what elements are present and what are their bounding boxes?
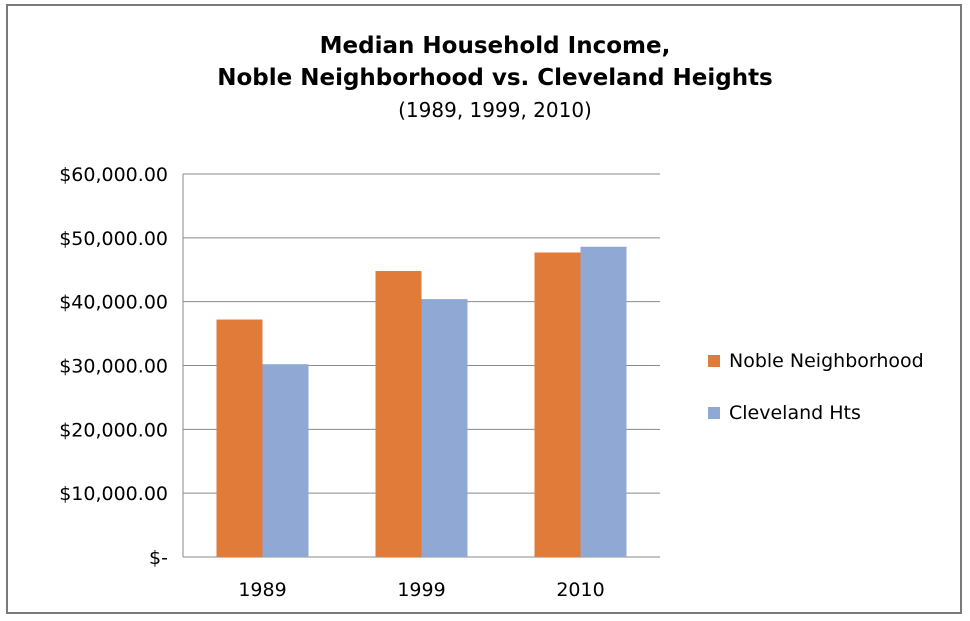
x-tick-label: 2010 [556,579,604,601]
bar-noble-2010 [534,252,581,557]
y-tick-label: $50,000.00 [59,228,168,250]
x-tick-label: 1999 [397,579,445,601]
legend-swatch-cleveland [708,407,720,419]
bar-noble-1989 [216,319,263,557]
legend-swatch-noble [708,355,720,367]
legend: Noble Neighborhood Cleveland Hts [708,345,924,449]
chart-title-block: Median Household Income, Noble Neighborh… [0,30,970,124]
y-tick-label: $- [149,547,168,569]
bar-cleveland-1989 [262,364,309,557]
x-tick-label: 1989 [238,579,286,601]
y-axis-ticks: $- $10,000.00 $20,000.00 $30,000.00 $40,000.… [59,164,168,569]
chart-subtitle: (1989, 1999, 2010) [398,98,592,122]
legend-label-cleveland: Cleveland Hts [729,402,861,424]
bars [216,246,627,557]
legend-label-noble: Noble Neighborhood [729,350,924,372]
x-axis-ticks: 1989 1999 2010 [238,579,604,601]
y-tick-label: $40,000.00 [59,292,168,314]
bar-noble-1999 [375,271,422,557]
chart-title-line-2: Noble Neighborhood vs. Cleveland Heights [217,65,773,91]
chart-frame [6,4,962,614]
bar-cleveland-1999 [421,299,468,557]
legend-item-noble: Noble Neighborhood [708,345,924,377]
chart-title-line-1: Median Household Income, [319,33,671,59]
legend-item-cleveland: Cleveland Hts [708,397,924,429]
bar-cleveland-2010 [580,246,627,557]
y-tick-label: $30,000.00 [59,356,168,378]
y-tick-label: $20,000.00 [59,419,168,441]
y-tick-label: $10,000.00 [59,483,168,505]
y-tick-label: $60,000.00 [59,164,168,186]
